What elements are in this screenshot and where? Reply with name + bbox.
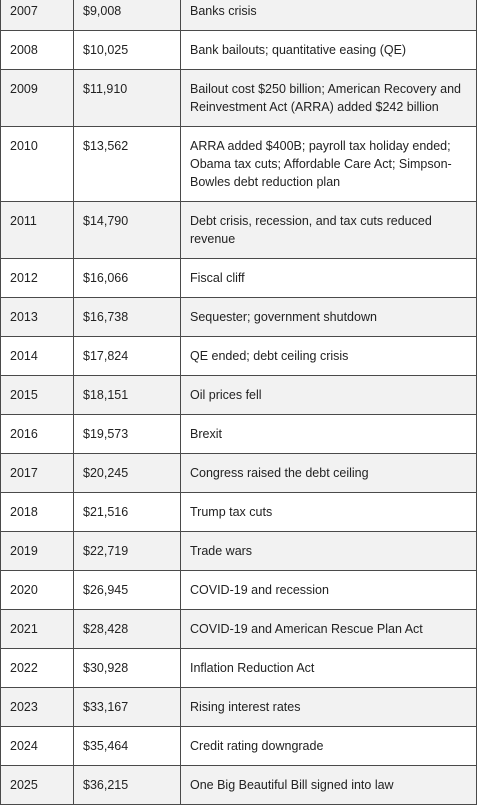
debt-cell: $13,562 bbox=[73, 126, 181, 202]
year-cell: 2014 bbox=[0, 336, 74, 376]
table-row: 2024 $35,464 Credit rating downgrade bbox=[0, 726, 477, 766]
year-cell: 2009 bbox=[0, 69, 74, 127]
debt-cell: $10,025 bbox=[73, 30, 181, 70]
table-row: 2020 $26,945 COVID-19 and recession bbox=[0, 570, 477, 610]
event-cell: Fiscal cliff bbox=[180, 258, 477, 298]
year-cell: 2025 bbox=[0, 765, 74, 805]
table-row: 2010 $13,562 ARRA added $400B; payroll tax… bbox=[0, 126, 477, 202]
debt-cell: $16,066 bbox=[73, 258, 181, 298]
event-cell: QE ended; debt ceiling crisis bbox=[180, 336, 477, 376]
debt-cell: $21,516 bbox=[73, 492, 181, 532]
debt-cell: $20,245 bbox=[73, 453, 181, 493]
event-cell: Oil prices fell bbox=[180, 375, 477, 415]
year-cell: 2022 bbox=[0, 648, 74, 688]
debt-cell: $17,824 bbox=[73, 336, 181, 376]
table-row: 2019 $22,719 Trade wars bbox=[0, 531, 477, 571]
year-cell: 2018 bbox=[0, 492, 74, 532]
event-cell: Credit rating downgrade bbox=[180, 726, 477, 766]
table-row: 2025 $36,215 One Big Beautiful Bill signed… bbox=[0, 765, 477, 805]
table-row: 2015 $18,151 Oil prices fell bbox=[0, 375, 477, 415]
debt-cell: $18,151 bbox=[73, 375, 181, 415]
event-cell: Bailout cost $250 billion; American Reco… bbox=[180, 69, 477, 127]
table-row: 2012 $16,066 Fiscal cliff bbox=[0, 258, 477, 298]
year-cell: 2015 bbox=[0, 375, 74, 415]
table-row: 2011 $14,790 Debt crisis, recession, and t… bbox=[0, 201, 477, 259]
table-row: 2017 $20,245 Congress raised the debt ceil… bbox=[0, 453, 477, 493]
event-cell: Trump tax cuts bbox=[180, 492, 477, 532]
table-row: 2009 $11,910 Bailout cost $250 billion; Am… bbox=[0, 69, 477, 127]
table-row: 2021 $28,428 COVID-19 and American Rescue … bbox=[0, 609, 477, 649]
year-cell: 2023 bbox=[0, 687, 74, 727]
table-row: 2014 $17,824 QE ended; debt ceiling crisis bbox=[0, 336, 477, 376]
debt-cell: $11,910 bbox=[73, 69, 181, 127]
debt-cell: $36,215 bbox=[73, 765, 181, 805]
debt-cell: $9,008 bbox=[73, 0, 181, 31]
year-cell: 2007 bbox=[0, 0, 74, 31]
year-cell: 2011 bbox=[0, 201, 74, 259]
year-cell: 2017 bbox=[0, 453, 74, 493]
year-cell: 2013 bbox=[0, 297, 74, 337]
debt-cell: $22,719 bbox=[73, 531, 181, 571]
debt-cell: $19,573 bbox=[73, 414, 181, 454]
debt-cell: $33,167 bbox=[73, 687, 181, 727]
table-row: 2008 $10,025 Bank bailouts; quantitative e… bbox=[0, 30, 477, 70]
event-cell: Rising interest rates bbox=[180, 687, 477, 727]
event-cell: COVID-19 and American Rescue Plan Act bbox=[180, 609, 477, 649]
debt-cell: $16,738 bbox=[73, 297, 181, 337]
table-row: 2022 $30,928 Inflation Reduction Act bbox=[0, 648, 477, 688]
debt-cell: $35,464 bbox=[73, 726, 181, 766]
event-cell: ARRA added $400B; payroll tax holiday en… bbox=[180, 126, 477, 202]
event-cell: Brexit bbox=[180, 414, 477, 454]
event-cell: Trade wars bbox=[180, 531, 477, 571]
table-row: 2016 $19,573 Brexit bbox=[0, 414, 477, 454]
debt-cell: $26,945 bbox=[73, 570, 181, 610]
year-cell: 2024 bbox=[0, 726, 74, 766]
event-cell: Inflation Reduction Act bbox=[180, 648, 477, 688]
debt-cell: $28,428 bbox=[73, 609, 181, 649]
event-cell: One Big Beautiful Bill signed into law bbox=[180, 765, 477, 805]
year-cell: 2019 bbox=[0, 531, 74, 571]
year-cell: 2020 bbox=[0, 570, 74, 610]
event-cell: Sequester; government shutdown bbox=[180, 297, 477, 337]
table-row: 2007 $9,008 Banks crisis bbox=[0, 0, 477, 31]
table-row: 2013 $16,738 Sequester; government shutdow… bbox=[0, 297, 477, 337]
debt-cell: $14,790 bbox=[73, 201, 181, 259]
year-cell: 2016 bbox=[0, 414, 74, 454]
event-cell: Congress raised the debt ceiling bbox=[180, 453, 477, 493]
event-cell: Debt crisis, recession, and tax cuts red… bbox=[180, 201, 477, 259]
year-cell: 2008 bbox=[0, 30, 74, 70]
year-cell: 2010 bbox=[0, 126, 74, 202]
table-row: 2018 $21,516 Trump tax cuts bbox=[0, 492, 477, 532]
event-cell: Bank bailouts; quantitative easing (QE) bbox=[180, 30, 477, 70]
event-cell: COVID-19 and recession bbox=[180, 570, 477, 610]
year-cell: 2021 bbox=[0, 609, 74, 649]
year-cell: 2012 bbox=[0, 258, 74, 298]
event-cell: Banks crisis bbox=[180, 0, 477, 31]
debt-cell: $30,928 bbox=[73, 648, 181, 688]
table-row: 2023 $33,167 Rising interest rates bbox=[0, 687, 477, 727]
